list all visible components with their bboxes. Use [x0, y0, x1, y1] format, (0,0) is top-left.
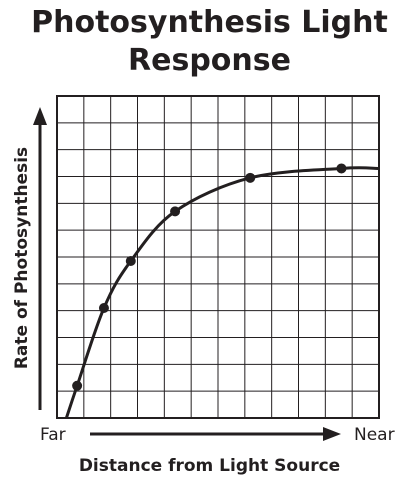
- data-point: [336, 163, 347, 174]
- chart-title: Photosynthesis Light Response: [0, 4, 419, 80]
- y-axis-arrow: [33, 107, 47, 410]
- data-point: [170, 206, 181, 217]
- series-line: [64, 166, 380, 419]
- x-tick-label-far: Far: [40, 425, 66, 445]
- y-axis-label: Rate of Photosynthesis: [12, 146, 32, 370]
- plot-border: [56, 95, 380, 419]
- chart-title-line-2: Response: [128, 43, 291, 78]
- data-point: [125, 256, 136, 267]
- data-points: [72, 163, 347, 391]
- chart-title-line-1: Photosynthesis Light: [31, 5, 388, 40]
- data-point: [245, 172, 256, 183]
- x-axis-arrow: [90, 427, 341, 441]
- x-axis-label: Distance from Light Source: [78, 456, 341, 476]
- data-point: [98, 302, 109, 313]
- x-tick-label-near: Near: [354, 425, 395, 445]
- data-point: [72, 380, 83, 391]
- grid: [57, 96, 379, 418]
